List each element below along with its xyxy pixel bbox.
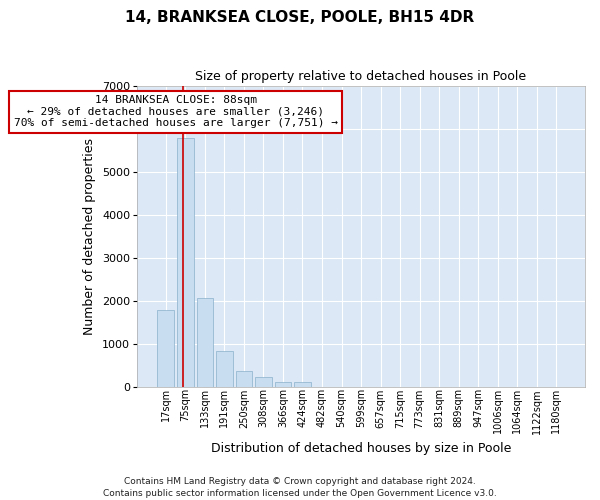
Bar xyxy=(255,377,272,387)
Bar xyxy=(236,371,252,387)
Bar xyxy=(197,298,213,387)
Bar xyxy=(177,138,194,387)
Bar xyxy=(157,310,174,387)
X-axis label: Distribution of detached houses by size in Poole: Distribution of detached houses by size … xyxy=(211,442,511,455)
Text: 14, BRANKSEA CLOSE, POOLE, BH15 4DR: 14, BRANKSEA CLOSE, POOLE, BH15 4DR xyxy=(125,10,475,25)
Y-axis label: Number of detached properties: Number of detached properties xyxy=(83,138,97,334)
Title: Size of property relative to detached houses in Poole: Size of property relative to detached ho… xyxy=(196,70,527,83)
Text: Contains HM Land Registry data © Crown copyright and database right 2024.
Contai: Contains HM Land Registry data © Crown c… xyxy=(103,476,497,498)
Bar xyxy=(216,350,233,387)
Bar xyxy=(294,382,311,387)
Bar xyxy=(275,382,291,387)
Text: 14 BRANKSEA CLOSE: 88sqm
← 29% of detached houses are smaller (3,246)
70% of sem: 14 BRANKSEA CLOSE: 88sqm ← 29% of detach… xyxy=(14,95,338,128)
